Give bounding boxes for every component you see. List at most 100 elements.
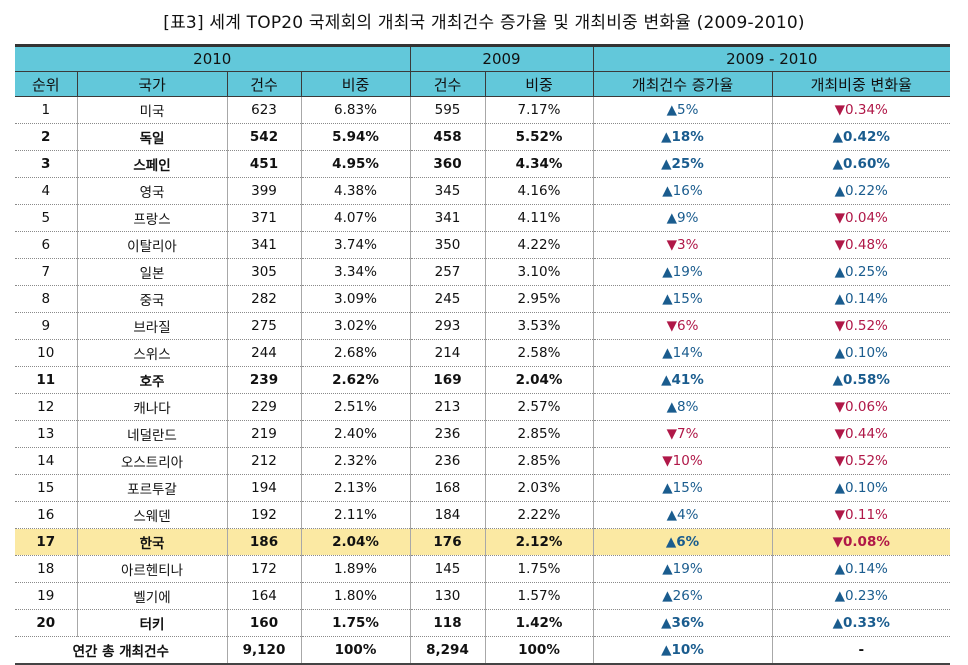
cell-count-2009: 214: [409, 339, 485, 367]
cell-growth: ▲26%: [592, 582, 772, 610]
total-count-2010: 9,120: [226, 636, 301, 665]
cell-growth: ▼7%: [592, 420, 772, 448]
table-row: 2 독일 542 5.94% 458 5.52% ▲18% ▲0.42%: [15, 123, 951, 151]
cell-share-change: ▼0.48%: [771, 231, 951, 259]
cell-count-2009: 257: [409, 258, 485, 286]
table-row: 7 일본 305 3.34% 257 3.10% ▲19% ▲0.25%: [15, 258, 951, 286]
cell-share-change: ▲0.22%: [771, 177, 951, 205]
cell-share-2009: 2.12%: [484, 528, 593, 556]
cell-rank: 18: [15, 555, 77, 583]
cell-count-2010: 164: [226, 582, 301, 610]
cell-share-2010: 2.51%: [300, 393, 410, 421]
table-row: 1 미국 623 6.83% 595 7.17% ▲5% ▼0.34%: [15, 96, 951, 124]
cell-count-2009: 595: [409, 96, 485, 124]
cell-growth: ▲14%: [592, 339, 772, 367]
col-header-share-2010: 비중: [300, 71, 410, 97]
group-header-row: 2010 2009 2009 - 2010: [15, 44, 951, 72]
cell-rank: 4: [15, 177, 77, 205]
cell-share-2009: 4.34%: [484, 150, 593, 178]
group-header-2010: 2010: [15, 44, 410, 72]
total-share-2009: 100%: [484, 636, 593, 665]
cell-rank: 1: [15, 96, 77, 124]
cell-growth: ▼6%: [592, 312, 772, 340]
cell-share-2009: 2.04%: [484, 366, 593, 394]
cell-count-2009: 169: [409, 366, 485, 394]
cell-count-2009: 458: [409, 123, 485, 151]
table-row: 3 스페인 451 4.95% 360 4.34% ▲25% ▲0.60%: [15, 150, 951, 178]
cell-country: 네덜란드: [76, 420, 227, 448]
cell-count-2009: 345: [409, 177, 485, 205]
cell-share-2010: 6.83%: [300, 96, 410, 124]
cell-share-2009: 1.75%: [484, 555, 593, 583]
cell-country: 오스트리아: [76, 447, 227, 475]
cell-rank: 14: [15, 447, 77, 475]
cell-count-2010: 275: [226, 312, 301, 340]
cell-share-2010: 1.89%: [300, 555, 410, 583]
cell-share-2010: 2.13%: [300, 474, 410, 502]
cell-share-2009: 7.17%: [484, 96, 593, 124]
group-header-2009: 2009: [409, 44, 593, 72]
cell-growth: ▲25%: [592, 150, 772, 178]
table-row: 12 캐나다 229 2.51% 213 2.57% ▲8% ▼0.06%: [15, 393, 951, 421]
cell-count-2010: 341: [226, 231, 301, 259]
table-row: 10 스위스 244 2.68% 214 2.58% ▲14% ▲0.10%: [15, 339, 951, 367]
cell-rank: 5: [15, 204, 77, 232]
cell-share-2009: 2.85%: [484, 420, 593, 448]
cell-share-change: ▲0.25%: [771, 258, 951, 286]
cell-share-2009: 2.58%: [484, 339, 593, 367]
col-header-growth: 개최건수 증가율: [592, 71, 772, 97]
cell-count-2009: 341: [409, 204, 485, 232]
table-row: 19 벨기에 164 1.80% 130 1.57% ▲26% ▲0.23%: [15, 582, 951, 610]
cell-rank: 2: [15, 123, 77, 151]
cell-count-2010: 399: [226, 177, 301, 205]
cell-count-2010: 623: [226, 96, 301, 124]
cell-growth: ▲15%: [592, 285, 772, 313]
cell-share-2010: 4.95%: [300, 150, 410, 178]
col-header-count-2010: 건수: [226, 71, 301, 97]
cell-country: 중국: [76, 285, 227, 313]
cell-rank: 17: [15, 528, 77, 556]
cell-growth: ▲9%: [592, 204, 772, 232]
cell-country: 이탈리아: [76, 231, 227, 259]
cell-count-2010: 244: [226, 339, 301, 367]
total-share-2010: 100%: [300, 636, 410, 665]
table-row: 4 영국 399 4.38% 345 4.16% ▲16% ▲0.22%: [15, 177, 951, 205]
cell-rank: 7: [15, 258, 77, 286]
cell-rank: 12: [15, 393, 77, 421]
cell-country: 캐나다: [76, 393, 227, 421]
cell-share-2010: 1.75%: [300, 609, 410, 637]
cell-share-2010: 5.94%: [300, 123, 410, 151]
cell-rank: 13: [15, 420, 77, 448]
cell-rank: 15: [15, 474, 77, 502]
cell-share-2010: 3.02%: [300, 312, 410, 340]
cell-share-change: ▼0.11%: [771, 501, 951, 529]
cell-count-2009: 184: [409, 501, 485, 529]
cell-share-2010: 2.62%: [300, 366, 410, 394]
cell-rank: 6: [15, 231, 77, 259]
cell-share-change: ▲0.14%: [771, 285, 951, 313]
cell-country: 일본: [76, 258, 227, 286]
table-row: 13 네덜란드 219 2.40% 236 2.85% ▼7% ▼0.44%: [15, 420, 951, 448]
cell-count-2009: 176: [409, 528, 485, 556]
cell-rank: 10: [15, 339, 77, 367]
cell-growth: ▲8%: [592, 393, 772, 421]
cell-share-2010: 2.11%: [300, 501, 410, 529]
cell-growth: ▲18%: [592, 123, 772, 151]
cell-country: 영국: [76, 177, 227, 205]
cell-share-change: ▲0.10%: [771, 474, 951, 502]
cell-share-2010: 2.04%: [300, 528, 410, 556]
cell-count-2010: 305: [226, 258, 301, 286]
cell-count-2009: 168: [409, 474, 485, 502]
cell-country: 포르투갈: [76, 474, 227, 502]
cell-count-2010: 212: [226, 447, 301, 475]
cell-count-2010: 160: [226, 609, 301, 637]
cell-share-2010: 3.34%: [300, 258, 410, 286]
table-row: 18 아르헨티나 172 1.89% 145 1.75% ▲19% ▲0.14%: [15, 555, 951, 583]
cell-growth: ▼3%: [592, 231, 772, 259]
cell-share-change: ▼0.34%: [771, 96, 951, 124]
table-title: [표3] 세계 TOP20 국제회의 개최국 개최건수 증가율 및 개최비중 변…: [163, 13, 805, 33]
cell-count-2010: 229: [226, 393, 301, 421]
cell-count-2009: 118: [409, 609, 485, 637]
cell-growth: ▲6%: [592, 528, 772, 556]
cell-rank: 11: [15, 366, 77, 394]
